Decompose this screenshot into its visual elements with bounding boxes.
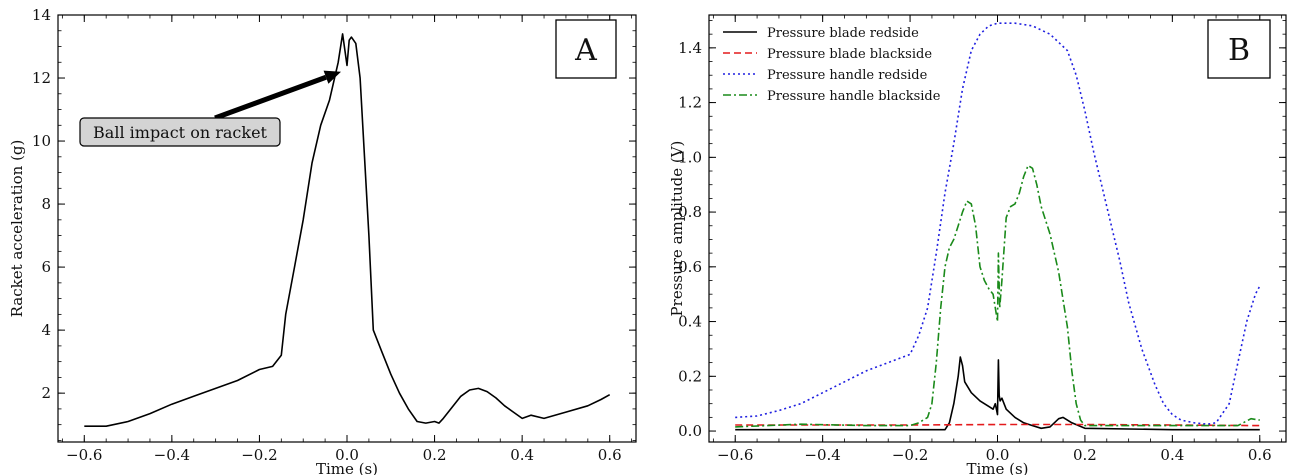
- x-axis-title: Time (s): [316, 460, 378, 475]
- x-tick-label: 0.6: [598, 446, 622, 464]
- series-line-2: [735, 22, 1261, 426]
- panel-b: −0.6 −0.4 −0.2 0.0 0.2 0.4 0.6 0.0 0.2 0.4 0.6 0.8 1…: [668, 14, 1287, 475]
- x-tick-label: −0.2: [241, 446, 277, 464]
- y-tick-label: 0.6: [678, 258, 702, 276]
- x-tick-label: −0.2: [892, 446, 928, 464]
- x-tick-label: −0.6: [66, 446, 102, 464]
- x-tick-label: −0.4: [804, 446, 840, 464]
- legend-label: Pressure handle redside: [767, 68, 928, 83]
- plot-frame: [57, 14, 637, 443]
- x-tick-label: 0.2: [423, 446, 447, 464]
- y-tick-label: 0.2: [678, 367, 702, 385]
- y-tick-label: 14: [32, 6, 51, 24]
- y-tick-label: 4: [41, 321, 51, 339]
- annotation-arrow: [214, 74, 327, 121]
- x-tick-label: 0.0: [335, 446, 359, 464]
- legend-label: Pressure blade blackside: [767, 47, 932, 62]
- y-tick-label: 8: [41, 195, 51, 213]
- panel-a: −0.6 −0.4 −0.2 0.0 0.2 0.4 0.6 2 4 6 8 10 12 14 Time (…: [8, 6, 637, 475]
- y-axis-title: Pressure amplitude (V): [668, 141, 686, 317]
- x-tick-label: 0.4: [1160, 446, 1184, 464]
- panel-letter: B: [1228, 33, 1250, 68]
- panel-letter-box: [555, 19, 617, 79]
- panel-letter: A: [574, 33, 597, 68]
- y-tick-label: 2: [41, 384, 51, 402]
- y-axis-title: Racket acceleration (g): [8, 140, 26, 318]
- panel-letter-box: [1207, 19, 1271, 79]
- x-tick-label: 0.6: [1248, 446, 1272, 464]
- series-group: [735, 22, 1261, 431]
- y-tick-label: 10: [32, 132, 51, 150]
- series-group: [84, 33, 611, 428]
- y-tick-label: 0.0: [678, 422, 702, 440]
- x-tick-label: 0.2: [1073, 446, 1097, 464]
- y-tick-label: 6: [41, 258, 51, 276]
- x-tick-label: −0.4: [154, 446, 190, 464]
- annotation-text: Ball impact on racket: [93, 123, 268, 142]
- x-tick-label: 0.4: [510, 446, 534, 464]
- y-tick-label: 1.2: [678, 94, 702, 112]
- y-tick-label: 1.4: [678, 39, 702, 57]
- legend: Pressure blade redside Pressure blade bla…: [723, 26, 941, 104]
- y-tick-label: 0.4: [678, 313, 702, 331]
- x-axis-title: Time (s): [966, 460, 1028, 475]
- y-tick-label: 1.0: [678, 148, 702, 166]
- y-tick-label: 12: [32, 69, 51, 87]
- y-tick-label: 0.8: [678, 203, 702, 221]
- series-line-0: [735, 356, 1260, 431]
- legend-label: Pressure handle blackside: [767, 89, 941, 104]
- annotation-arrowhead: [323, 70, 341, 84]
- x-tick-label: 0.0: [986, 446, 1010, 464]
- series-line-0: [84, 33, 611, 428]
- legend-label: Pressure blade redside: [767, 26, 919, 41]
- x-tick-label: −0.6: [717, 446, 753, 464]
- annotation-box: [79, 117, 281, 147]
